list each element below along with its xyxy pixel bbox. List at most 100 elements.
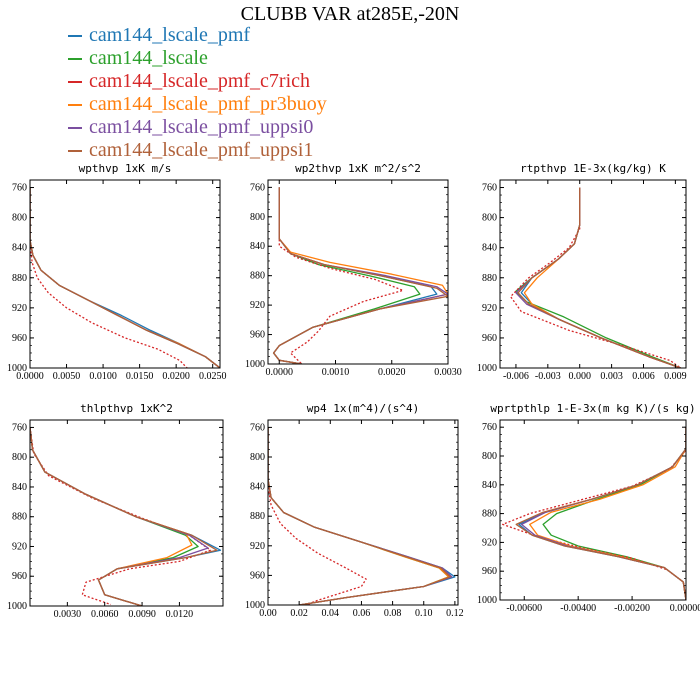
legend-swatch bbox=[68, 126, 82, 129]
chart-title: wpthvp 1xK m/s bbox=[79, 162, 172, 175]
series-line bbox=[268, 427, 367, 605]
series-line bbox=[529, 427, 686, 600]
chart-panel: rtpthvp 1E-3x(kg/kg) K 760 800 840 880 920 960… bbox=[477, 162, 687, 382]
y-tick-label: 800 bbox=[250, 212, 265, 223]
y-tick-label: 960 bbox=[250, 330, 265, 341]
chart-panel: thlpthvp 1xK^2 760 800 840 880 920 960 1000 0.00… bbox=[7, 402, 224, 620]
y-tick-label: 800 bbox=[12, 213, 27, 224]
x-tick-label: 0.0030 bbox=[54, 609, 82, 620]
x-tick-label: 0.04 bbox=[322, 608, 340, 619]
chart-panel: wpthvp 1xK m/s76080084088092096010000.00… bbox=[7, 162, 226, 382]
legend-label: cam144_lscale bbox=[89, 47, 208, 69]
series-group bbox=[30, 427, 222, 606]
legend-item: cam144_lscale_pmf bbox=[68, 24, 327, 47]
plot-frame bbox=[29, 179, 221, 369]
series-line bbox=[272, 187, 448, 364]
x-tick-label: -0.003 bbox=[535, 371, 561, 382]
series-line bbox=[268, 427, 450, 605]
series-line bbox=[268, 427, 451, 605]
x-tick-label: 0.000 bbox=[568, 371, 591, 382]
y-tick-label: 840 bbox=[12, 482, 27, 493]
series-line bbox=[515, 427, 686, 600]
x-tick-label: 0.0000 bbox=[266, 367, 294, 378]
series-group bbox=[509, 187, 682, 368]
plot-frame bbox=[29, 419, 224, 607]
x-tick-label: -0.00200 bbox=[614, 603, 650, 614]
x-tick-label: 0.08 bbox=[384, 608, 402, 619]
x-tick-label: 0.003 bbox=[600, 371, 623, 382]
y-tick-label: 880 bbox=[250, 511, 265, 522]
y-tick-label: 840 bbox=[250, 482, 265, 493]
y-tick-label: 1000 bbox=[7, 363, 27, 374]
legend-swatch bbox=[68, 149, 82, 152]
x-tick-label: 0.00000 bbox=[670, 603, 700, 614]
y-tick-label: 840 bbox=[250, 241, 265, 252]
series-line bbox=[272, 187, 448, 364]
x-tick-label: 0.006 bbox=[632, 371, 655, 382]
y-tick-label: 800 bbox=[250, 452, 265, 463]
chart-panel: wp4 1x(m^4)/(s^4)76080084088092096010000… bbox=[245, 402, 464, 619]
legend-swatch bbox=[68, 80, 82, 83]
x-tick-label: 0.0020 bbox=[378, 367, 406, 378]
y-tick-label: 920 bbox=[250, 300, 265, 311]
y-tick-label: 920 bbox=[482, 303, 497, 314]
series-line bbox=[30, 187, 220, 368]
y-tick-label: 880 bbox=[250, 271, 265, 282]
series-line bbox=[30, 427, 212, 606]
y-tick-label: 840 bbox=[482, 480, 497, 491]
legend-item: cam144_lscale_pmf_c7rich bbox=[68, 70, 327, 93]
x-tick-label: 0.0090 bbox=[128, 609, 156, 620]
y-tick-label: 760 bbox=[482, 183, 497, 194]
series-line bbox=[30, 427, 222, 606]
y-tick-label: 960 bbox=[12, 333, 27, 344]
x-tick-label: 0.0060 bbox=[91, 609, 119, 620]
x-tick-label: 0.00 bbox=[259, 608, 277, 619]
y-tick-label: 840 bbox=[12, 243, 27, 254]
y-tick-label: 880 bbox=[12, 273, 27, 284]
y-tick-label: 1000 bbox=[245, 359, 265, 370]
chart-title: wp2thvp 1xK m^2/s^2 bbox=[295, 162, 421, 175]
y-tick-label: 1000 bbox=[477, 363, 497, 374]
series-line bbox=[30, 187, 220, 368]
plot-frame bbox=[267, 179, 449, 365]
series-line bbox=[520, 427, 686, 600]
y-tick-label: 1000 bbox=[477, 595, 497, 606]
legend-item: cam144_lscale bbox=[68, 47, 327, 70]
series-line bbox=[272, 187, 448, 364]
x-tick-label: 0.02 bbox=[290, 608, 308, 619]
series-line bbox=[502, 427, 686, 600]
figure-title: CLUBB VAR at285E,-20N bbox=[240, 3, 460, 25]
y-tick-label: 960 bbox=[482, 333, 497, 344]
series-line bbox=[268, 427, 456, 605]
x-tick-label: 0.10 bbox=[415, 608, 433, 619]
plot-frame bbox=[267, 419, 459, 606]
legend-item: cam144_lscale_pmf_pr3buoy bbox=[68, 93, 327, 116]
legend-label: cam144_lscale_pmf_c7rich bbox=[89, 70, 311, 92]
chart-panel: wprtpthlp 1-E-3x(m kg K)/(s kg) 760 800 840… bbox=[477, 402, 700, 614]
y-tick-label: 880 bbox=[482, 273, 497, 284]
chart-title: thlpthvp 1xK^2 bbox=[80, 402, 173, 415]
x-tick-label: -0.00600 bbox=[506, 603, 542, 614]
y-tick-label: 960 bbox=[12, 571, 27, 582]
series-line bbox=[30, 427, 199, 606]
legend-swatch bbox=[68, 57, 82, 60]
plot-frame bbox=[499, 419, 687, 601]
y-tick-label: 760 bbox=[12, 422, 27, 433]
x-tick-label: 0.12 bbox=[446, 608, 464, 619]
series-line bbox=[30, 187, 220, 368]
y-tick-label: 920 bbox=[12, 541, 27, 552]
series-line bbox=[515, 187, 681, 368]
x-tick-label: 0.009 bbox=[664, 371, 687, 382]
chart-panel: wp2thvp 1xK m^2/s^2 760 800 840 880 920 960 100… bbox=[245, 162, 462, 378]
x-tick-label: 0.0250 bbox=[199, 371, 227, 382]
series-group bbox=[272, 187, 448, 364]
series-group bbox=[30, 187, 220, 368]
legend-label: cam144_lscale_pmf_uppsi1 bbox=[89, 139, 314, 161]
series-line bbox=[520, 187, 681, 368]
y-tick-label: 760 bbox=[250, 182, 265, 193]
y-tick-label: 960 bbox=[482, 566, 497, 577]
x-tick-label: 0.0050 bbox=[53, 371, 81, 382]
y-tick-label: 880 bbox=[482, 509, 497, 520]
series-line bbox=[30, 427, 193, 606]
